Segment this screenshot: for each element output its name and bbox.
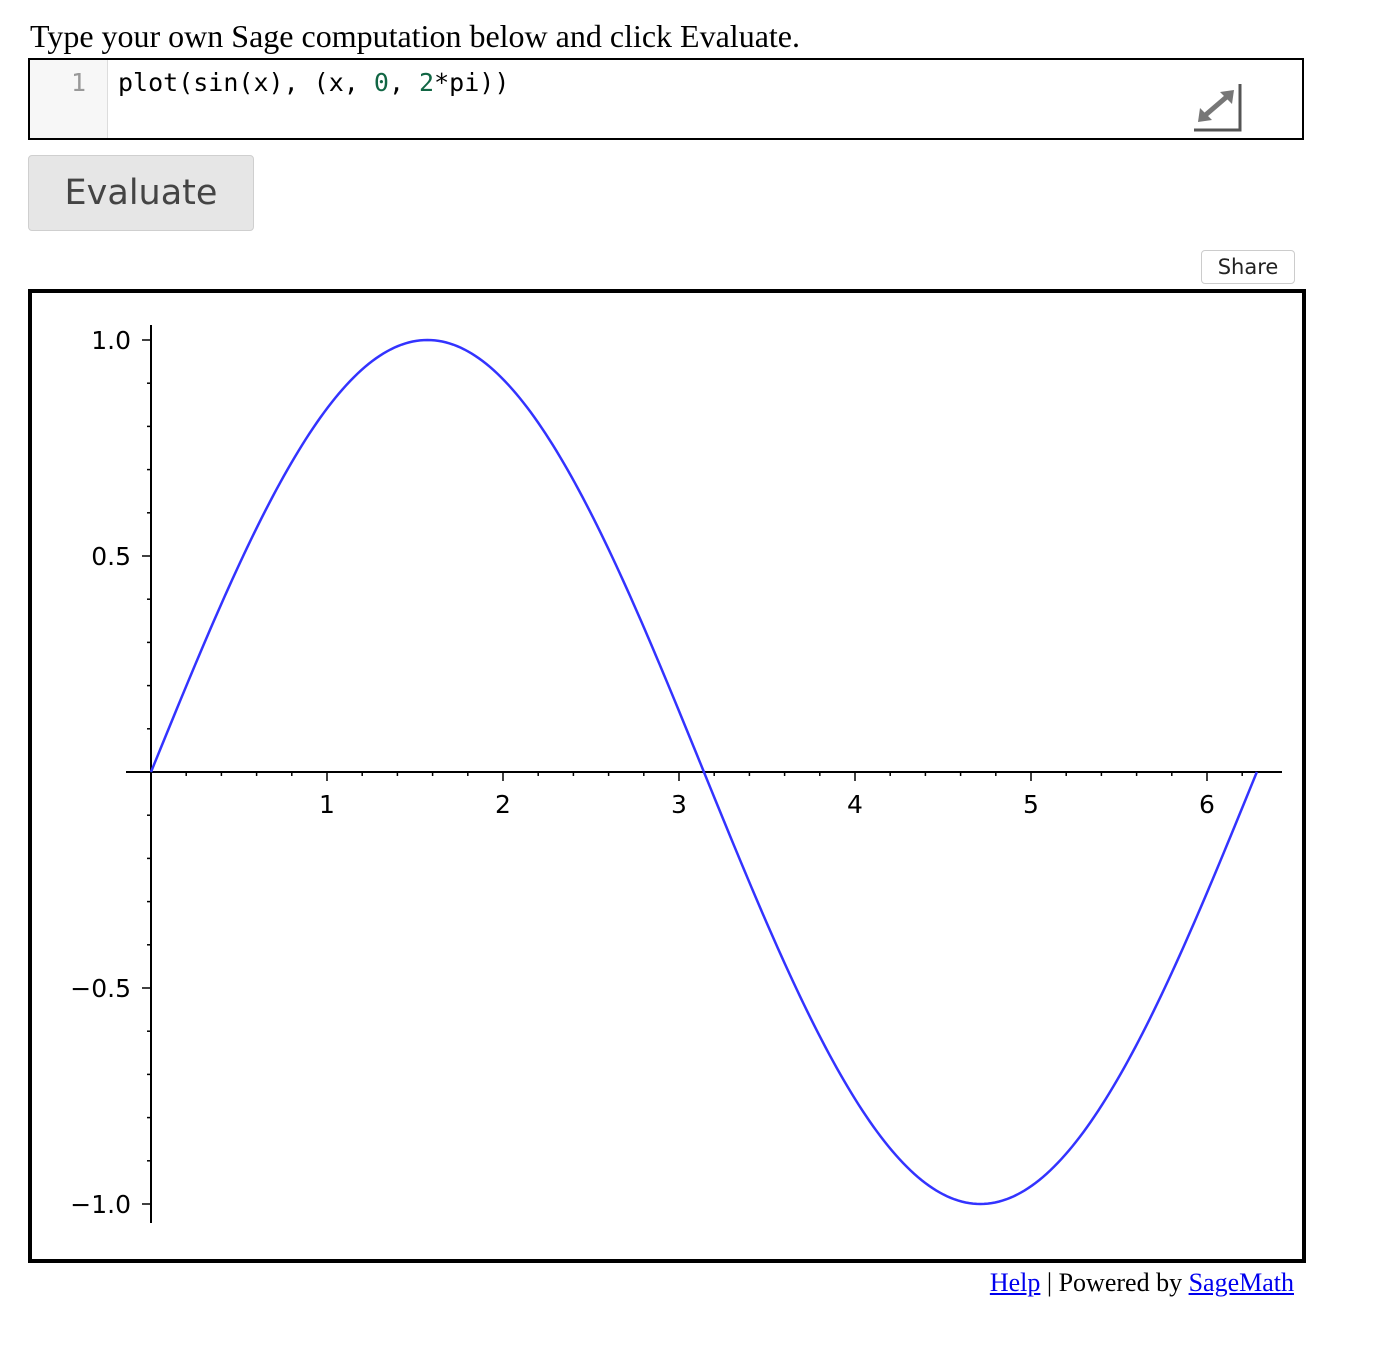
powered-by-text: | Powered by	[1040, 1268, 1189, 1297]
x-tick-label: 1	[319, 790, 335, 819]
x-tick-label: 3	[671, 790, 687, 819]
code-token: ,	[388, 68, 420, 97]
y-tick-label: 1.0	[91, 326, 131, 355]
footer: Help | Powered by SageMath	[990, 1268, 1294, 1298]
code-token: pi))	[449, 68, 510, 97]
line-number-gutter: 1	[30, 60, 108, 138]
x-tick-label: 4	[847, 790, 863, 819]
x-tick-label: 2	[495, 790, 511, 819]
y-tick-label: −0.5	[70, 974, 131, 1003]
code-token: plot(sin(x), (x,	[118, 68, 374, 97]
code-editor[interactable]: 1 plot(sin(x), (x, 0, 2*pi))	[28, 58, 1304, 140]
instruction-text: Type your own Sage computation below and…	[30, 18, 800, 54]
line-number: 1	[70, 68, 86, 97]
code-line[interactable]: plot(sin(x), (x, 0, 2*pi))	[118, 68, 509, 97]
share-button[interactable]: Share	[1201, 250, 1295, 284]
code-operator-token: *	[434, 68, 450, 97]
code-number-token: 0	[373, 68, 389, 97]
help-link[interactable]: Help	[989, 1268, 1041, 1297]
plot-output: 1 2 3 4 5 6 1.0 0.5 −0.5 −1.0	[28, 289, 1306, 1263]
x-tick-label: 5	[1023, 790, 1039, 819]
expand-icon[interactable]	[1190, 80, 1244, 134]
y-tick-label: 0.5	[91, 542, 131, 571]
code-number-token: 2	[419, 68, 435, 97]
sine-plot: 1 2 3 4 5 6 1.0 0.5 −0.5 −1.0	[70, 325, 1282, 1223]
sagemath-link[interactable]: SageMath	[1188, 1268, 1294, 1297]
y-tick-label: −1.0	[70, 1190, 131, 1219]
evaluate-button[interactable]: Evaluate	[28, 155, 254, 231]
x-tick-label: 6	[1199, 790, 1215, 819]
